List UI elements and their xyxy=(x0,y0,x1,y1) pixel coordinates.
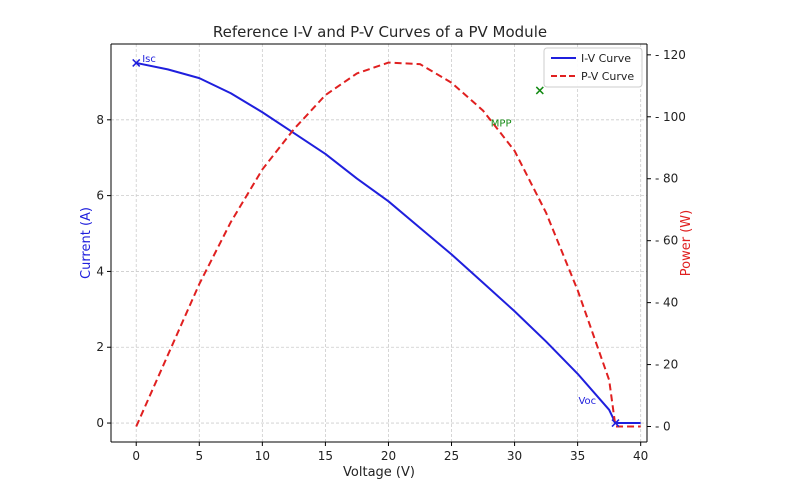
marker-mpp xyxy=(535,86,544,95)
x-tick-label: 0 xyxy=(132,449,140,463)
y-right-tick-dash: - xyxy=(655,234,659,248)
marker-voc xyxy=(611,419,620,428)
x-tick-label: 25 xyxy=(444,449,459,463)
x-tick-label: 30 xyxy=(507,449,522,463)
y-right-tick-dash: - xyxy=(655,358,659,372)
x-tick-label: 20 xyxy=(381,449,396,463)
y-axis-label-right: Power (W) xyxy=(679,210,694,276)
marker-label-voc: Voc xyxy=(578,396,596,407)
y-left-tick-label: 2 xyxy=(96,340,104,354)
y-right-tick-label: 20 xyxy=(663,358,678,372)
x-tick-label: 40 xyxy=(633,449,648,463)
iv-curve-line xyxy=(136,61,641,425)
y-left-tick-label: 6 xyxy=(96,189,104,203)
y-right-tick-dash: - xyxy=(655,48,659,62)
pv-curve-line xyxy=(135,61,641,428)
y-right-tick-dash: - xyxy=(655,110,659,124)
chart-title: Reference I-V and P-V Curves of a PV Mod… xyxy=(213,23,547,41)
y-right-tick-label: 120 xyxy=(663,48,686,62)
x-tick-label: 10 xyxy=(255,449,270,463)
marker-isc-stroke-b xyxy=(132,58,141,67)
axes xyxy=(110,43,648,443)
y-right-tick-dash: - xyxy=(655,296,659,310)
legend: I-V Curve P-V Curve xyxy=(543,47,643,88)
x-tick-label: 5 xyxy=(195,449,203,463)
y-left-tick-label: 8 xyxy=(96,113,104,127)
x-tick-label: 15 xyxy=(318,449,333,463)
y-right-tick-label: 40 xyxy=(663,296,678,310)
y-left-tick-label: 0 xyxy=(96,416,104,430)
marker-label-isc: Isc xyxy=(142,54,156,65)
y-axis-label-left: Current (A) xyxy=(79,207,94,279)
marker-voc-stroke-b xyxy=(611,419,620,428)
marker-mpp-stroke-b xyxy=(535,86,544,95)
plot-area xyxy=(135,61,641,428)
y-left-tick-label: 4 xyxy=(96,264,104,278)
marker-isc xyxy=(132,58,141,67)
y-right-tick-label: 60 xyxy=(663,234,678,248)
y-right-tick-label: 100 xyxy=(663,110,686,124)
y-right-tick-dash: - xyxy=(655,420,659,434)
y-right-tick-label: 0 xyxy=(663,420,671,434)
legend-label-iv: I-V Curve xyxy=(581,52,631,65)
y-right-tick-label: 80 xyxy=(663,172,678,186)
x-tick-label: 35 xyxy=(570,449,585,463)
y-right-tick-dash: - xyxy=(655,172,659,186)
marker-label-mpp: MPP xyxy=(491,118,512,129)
grid xyxy=(111,44,647,442)
legend-label-pv: P-V Curve xyxy=(581,70,634,83)
markers: Isc Voc MPP xyxy=(132,54,620,428)
x-axis-label: Voltage (V) xyxy=(343,465,415,480)
